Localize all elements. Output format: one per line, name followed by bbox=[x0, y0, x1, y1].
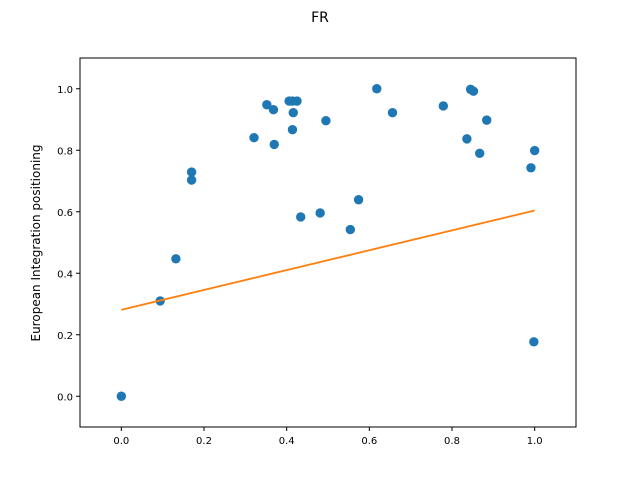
data-point bbox=[345, 224, 356, 235]
x-tick-label: 0.4 bbox=[279, 436, 295, 447]
y-axis-label: European Integration positioning bbox=[29, 145, 43, 342]
data-point bbox=[468, 86, 479, 96]
x-tick-label: 0.0 bbox=[113, 436, 129, 447]
data-point bbox=[249, 132, 259, 143]
y-tick-label: 0.8 bbox=[57, 146, 73, 157]
data-point bbox=[387, 108, 398, 118]
y-tick-label: 1.0 bbox=[57, 85, 73, 96]
x-tick-label: 0.6 bbox=[361, 436, 377, 447]
data-point bbox=[353, 195, 364, 205]
y-tick-label: 0.6 bbox=[57, 208, 73, 219]
x-tick-label: 0.2 bbox=[196, 436, 212, 447]
data-point bbox=[438, 101, 449, 111]
y-tick-label: 0.0 bbox=[57, 392, 73, 403]
data-point bbox=[186, 167, 197, 177]
trend-line bbox=[121, 209, 535, 311]
y-tick-label: 0.2 bbox=[57, 331, 73, 342]
data-point bbox=[287, 124, 298, 135]
data-point bbox=[269, 139, 279, 150]
data-point bbox=[171, 254, 181, 264]
x-tick-label: 0.8 bbox=[444, 436, 460, 447]
data-point bbox=[186, 175, 197, 185]
data-point bbox=[462, 134, 472, 144]
y-tick-label: 0.4 bbox=[57, 269, 73, 280]
data-point bbox=[315, 208, 325, 218]
x-tick-label: 1.0 bbox=[527, 436, 543, 447]
data-point bbox=[526, 163, 536, 173]
data-point bbox=[474, 148, 485, 159]
data-point bbox=[482, 115, 492, 125]
data-point bbox=[116, 391, 127, 401]
axis-ticks: 0.0 0.2 0.4 0.6 0.8 1.0 0.0 0.2 0.4 0.6 0.8 1.0 bbox=[57, 85, 543, 447]
data-point bbox=[529, 145, 540, 156]
data-point bbox=[262, 100, 272, 110]
axes-frame bbox=[79, 57, 577, 428]
data-point bbox=[296, 212, 306, 222]
data-point bbox=[268, 104, 279, 115]
data-point bbox=[372, 84, 382, 94]
data-point bbox=[292, 96, 302, 106]
data-point bbox=[321, 116, 331, 126]
plot-area bbox=[116, 84, 540, 401]
data-point bbox=[529, 337, 539, 347]
chart-title: FR bbox=[311, 10, 329, 26]
data-point bbox=[288, 108, 298, 118]
